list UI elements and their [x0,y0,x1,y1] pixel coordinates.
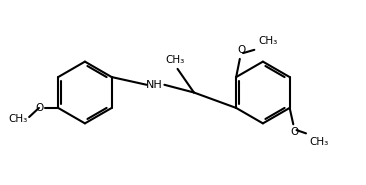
Text: CH₃: CH₃ [8,114,27,124]
Text: CH₃: CH₃ [310,137,329,147]
Text: O: O [36,103,44,113]
Text: CH₃: CH₃ [258,36,277,46]
Text: NH: NH [146,80,163,90]
Text: O: O [237,45,245,55]
Text: O: O [291,127,299,137]
Text: CH₃: CH₃ [165,55,184,65]
